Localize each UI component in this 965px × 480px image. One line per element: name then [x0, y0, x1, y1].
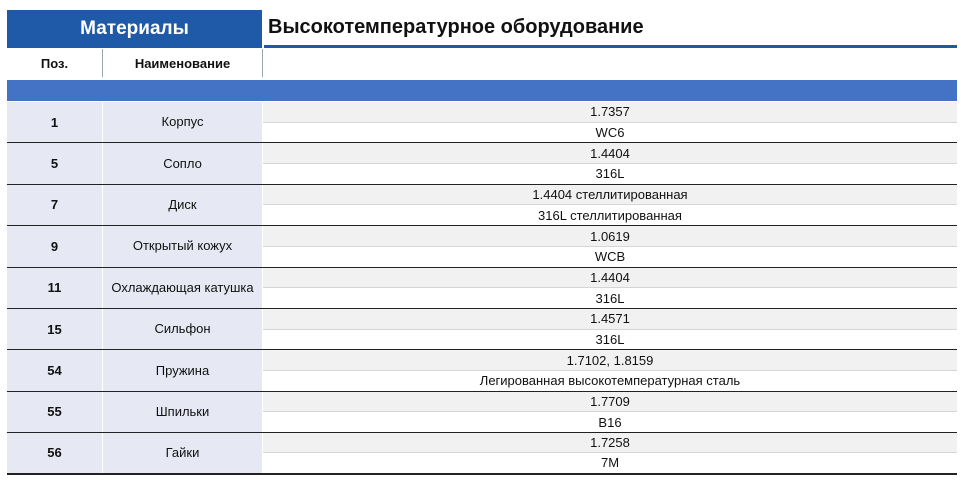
row-materials: 1.7102, 1.8159 Легированная высокотемпер…: [263, 350, 957, 391]
material-astm: 316L: [263, 329, 957, 350]
row-part-name: Пружина: [103, 350, 263, 391]
row-materials: 1.7709 B16: [263, 391, 957, 433]
table-row: 15 Сильфон 1.4571 316L: [7, 308, 957, 351]
material-din: 1.4571: [263, 308, 957, 330]
material-din: 1.4404: [263, 267, 957, 289]
row-position: 55: [7, 391, 103, 433]
table-row: 9 Открытый кожух 1.0619 WCB: [7, 226, 957, 268]
row-part-name: Сопло: [103, 143, 263, 184]
material-astm: B16: [263, 412, 957, 433]
row-position: 54: [7, 350, 103, 391]
materials-table: 1 Корпус 1.7357 WC6 5 Сопло 1.4404 316L …: [7, 102, 957, 475]
material-din: 1.4404 стеллитированная: [263, 184, 957, 206]
table-row: 7 Диск 1.4404 стеллитированная 316L стел…: [7, 184, 957, 227]
material-din: 1.7709: [263, 391, 957, 413]
row-materials: 1.4571 316L: [263, 308, 957, 350]
column-header-name: Наименование: [103, 49, 263, 77]
table-row: 56 Гайки 1.7258 7M: [7, 433, 957, 475]
material-astm: 316L стеллитированная: [263, 205, 957, 226]
equipment-title: Высокотемпературное оборудование: [264, 10, 957, 48]
material-din: 1.7258: [263, 433, 957, 454]
row-position: 1: [7, 102, 103, 143]
row-part-name: Открытый кожух: [103, 226, 263, 267]
column-header-material: [263, 49, 957, 77]
row-position: 5: [7, 143, 103, 184]
material-astm: WC6: [263, 122, 957, 143]
material-din: 1.7357: [263, 102, 957, 123]
row-position: 56: [7, 433, 103, 473]
material-astm: 316L: [263, 164, 957, 184]
material-astm: Легированная высокотемпературная сталь: [263, 371, 957, 391]
materials-title: Материалы: [7, 10, 262, 48]
row-part-name: Корпус: [103, 102, 263, 143]
row-materials: 1.7258 7M: [263, 433, 957, 473]
material-astm: 316L: [263, 288, 957, 308]
table-row: 5 Сопло 1.4404 316L: [7, 143, 957, 185]
row-part-name: Шпильки: [103, 391, 263, 433]
row-materials: 1.7357 WC6: [263, 102, 957, 143]
material-din: 1.0619: [263, 226, 957, 247]
table-row: 55 Шпильки 1.7709 B16: [7, 391, 957, 434]
row-materials: 1.4404 316L: [263, 143, 957, 184]
material-din: 1.4404: [263, 143, 957, 165]
row-part-name: Сильфон: [103, 308, 263, 350]
row-part-name: Охлаждающая катушка: [103, 267, 263, 308]
material-din: 1.7102, 1.8159: [263, 350, 957, 372]
row-materials: 1.4404 316L: [263, 267, 957, 308]
table-row: 54 Пружина 1.7102, 1.8159 Легированная в…: [7, 350, 957, 392]
material-astm: 7M: [263, 453, 957, 473]
row-position: 11: [7, 267, 103, 308]
row-position: 9: [7, 226, 103, 267]
row-position: 7: [7, 184, 103, 226]
section-band: [7, 80, 957, 101]
row-materials: 1.4404 стеллитированная 316L стеллитиров…: [263, 184, 957, 226]
table-row: 11 Охлаждающая катушка 1.4404 316L: [7, 267, 957, 309]
row-part-name: Гайки: [103, 433, 263, 473]
row-part-name: Диск: [103, 184, 263, 226]
column-header-position: Поз.: [7, 49, 103, 77]
row-materials: 1.0619 WCB: [263, 226, 957, 267]
row-position: 15: [7, 308, 103, 350]
material-astm: WCB: [263, 246, 957, 267]
table-row: 1 Корпус 1.7357 WC6: [7, 102, 957, 144]
